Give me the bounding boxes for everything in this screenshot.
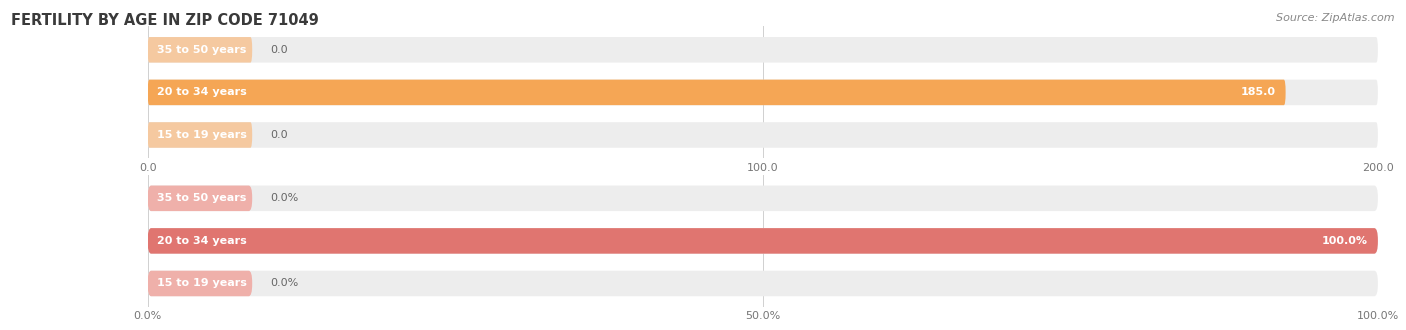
FancyBboxPatch shape [148, 185, 1378, 211]
FancyBboxPatch shape [148, 185, 252, 211]
Text: 15 to 19 years: 15 to 19 years [157, 279, 247, 288]
Text: 0.0: 0.0 [270, 130, 288, 140]
Text: 100.0%: 100.0% [1322, 236, 1368, 246]
FancyBboxPatch shape [148, 122, 252, 148]
Text: FERTILITY BY AGE IN ZIP CODE 71049: FERTILITY BY AGE IN ZIP CODE 71049 [11, 13, 319, 28]
Text: 0.0%: 0.0% [270, 279, 299, 288]
Text: 35 to 50 years: 35 to 50 years [157, 193, 246, 203]
FancyBboxPatch shape [148, 271, 252, 296]
Text: 185.0: 185.0 [1240, 87, 1275, 97]
Text: 15 to 19 years: 15 to 19 years [157, 130, 247, 140]
Text: 0.0%: 0.0% [270, 193, 299, 203]
Text: 0.0: 0.0 [270, 45, 288, 55]
Text: 20 to 34 years: 20 to 34 years [157, 87, 247, 97]
Text: Source: ZipAtlas.com: Source: ZipAtlas.com [1277, 13, 1395, 23]
FancyBboxPatch shape [148, 80, 1285, 105]
FancyBboxPatch shape [148, 228, 1378, 254]
Text: 20 to 34 years: 20 to 34 years [157, 236, 247, 246]
FancyBboxPatch shape [148, 271, 1378, 296]
FancyBboxPatch shape [148, 122, 1378, 148]
FancyBboxPatch shape [148, 80, 1378, 105]
FancyBboxPatch shape [148, 228, 1378, 254]
FancyBboxPatch shape [148, 37, 252, 63]
FancyBboxPatch shape [148, 37, 1378, 63]
Text: 35 to 50 years: 35 to 50 years [157, 45, 246, 55]
